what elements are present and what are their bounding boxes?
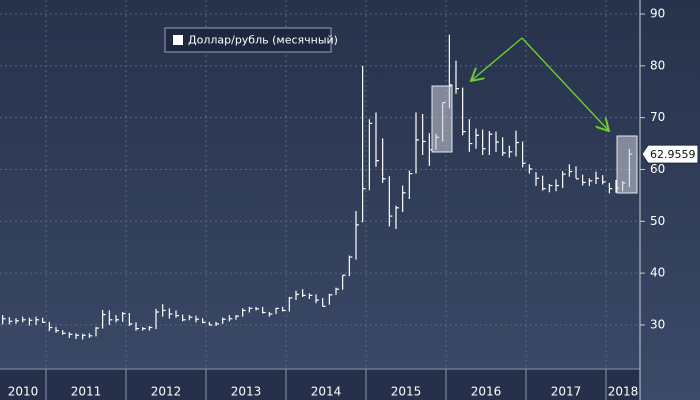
x-tick-label: 2018 <box>608 385 639 399</box>
x-tick-label: 2011 <box>71 385 102 399</box>
x-tick-label: 2017 <box>551 385 582 399</box>
legend <box>164 27 332 53</box>
legend-label: Доллар/рубль (месячный) <box>188 34 338 47</box>
x-axis-band <box>0 369 640 400</box>
y-tick-label: 40 <box>650 266 665 280</box>
highlight-box <box>616 135 638 194</box>
y-tick-label: 30 <box>650 317 665 331</box>
y-tick-label: 50 <box>650 214 665 228</box>
highlight-box <box>431 85 453 153</box>
x-tick-label: 2016 <box>471 385 502 399</box>
price-flag <box>641 144 699 164</box>
x-tick-label: 2014 <box>311 385 342 399</box>
price-label: 62.9559 <box>650 148 696 161</box>
x-tick-label: 2010 <box>8 385 39 399</box>
y-tick-label: 90 <box>650 6 665 20</box>
y-tick-label: 60 <box>650 162 665 176</box>
legend-swatch <box>173 35 183 45</box>
plot <box>0 0 640 369</box>
x-tick-label: 2013 <box>231 385 262 399</box>
x-tick-label: 2015 <box>391 385 422 399</box>
x-tick-label: 2012 <box>151 385 182 399</box>
y-tick-label: 80 <box>650 58 665 72</box>
arrow <box>472 37 523 80</box>
y-tick-label: 70 <box>650 110 665 124</box>
arrow <box>521 37 608 130</box>
